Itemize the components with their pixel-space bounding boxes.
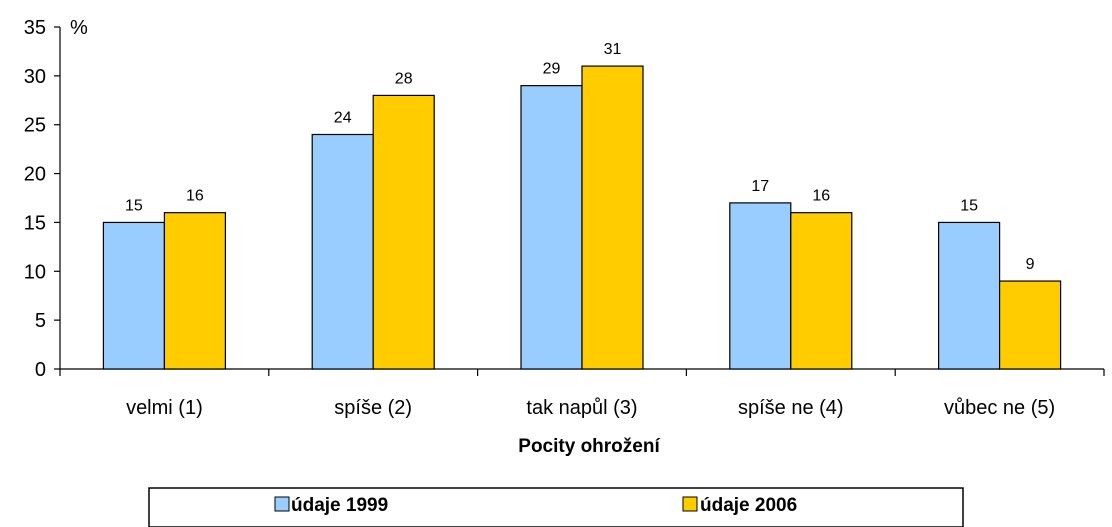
y-tick-label: 15 [24, 212, 46, 234]
bar-0-4 [937, 221, 1001, 370]
bar-1-4 [998, 280, 1062, 370]
data-label: 24 [334, 109, 352, 126]
data-label: 16 [186, 188, 204, 205]
bar-1-1 [372, 94, 435, 370]
bar-0-3 [729, 202, 792, 370]
data-label: 28 [395, 70, 413, 87]
bar-1-3 [790, 212, 853, 370]
x-axis-title: Pocity ohrožení [518, 436, 660, 457]
data-labels: 15 16 24 28 29 31 17 16 15 9 [125, 41, 1035, 273]
y-tick-label: 0 [35, 359, 46, 381]
x-axis: velmi (1) spíše (2) tak napůl (3) spíše ne … [59, 368, 1105, 419]
y-tick-label: 5 [35, 310, 46, 332]
legend: údaje 1999 údaje 2006 [148, 487, 964, 527]
bar-0-0 [102, 221, 166, 370]
legend-box [148, 487, 964, 527]
data-label: 16 [812, 188, 830, 205]
legend-label-2006: údaje 2006 [700, 495, 797, 516]
y-axis: 0 5 10 15 20 25 30 35 [24, 17, 61, 381]
y-tick-label: 25 [24, 115, 46, 137]
legend-swatch-2006 [682, 496, 698, 512]
data-label: 29 [543, 61, 561, 78]
bars [102, 65, 1062, 370]
bar-1-2 [581, 65, 644, 370]
x-tick-label: velmi (1) [126, 397, 203, 419]
legend-label-1999: údaje 1999 [291, 495, 388, 516]
data-label: 15 [960, 197, 978, 214]
data-label: 31 [604, 41, 622, 58]
y-tick-label: 35 [24, 17, 46, 39]
bar-0-1 [311, 133, 374, 370]
data-label: 15 [125, 197, 143, 214]
y-tick-label: 20 [24, 164, 46, 186]
data-label: 9 [1026, 256, 1035, 273]
data-label: 17 [751, 178, 769, 195]
bar-1-0 [163, 212, 226, 370]
x-tick-label: spíše (2) [334, 397, 412, 419]
x-tick-label: vůbec ne (5) [944, 397, 1055, 419]
bar-0-2 [520, 85, 583, 370]
y-tick-label: 10 [24, 261, 46, 283]
legend-swatch-1999 [274, 496, 290, 512]
y-tick-label: 30 [24, 66, 46, 88]
x-tick-label: spíše ne (4) [738, 397, 844, 419]
x-tick-label: tak napůl (3) [526, 397, 637, 419]
y-axis-unit-label: % [70, 17, 88, 39]
